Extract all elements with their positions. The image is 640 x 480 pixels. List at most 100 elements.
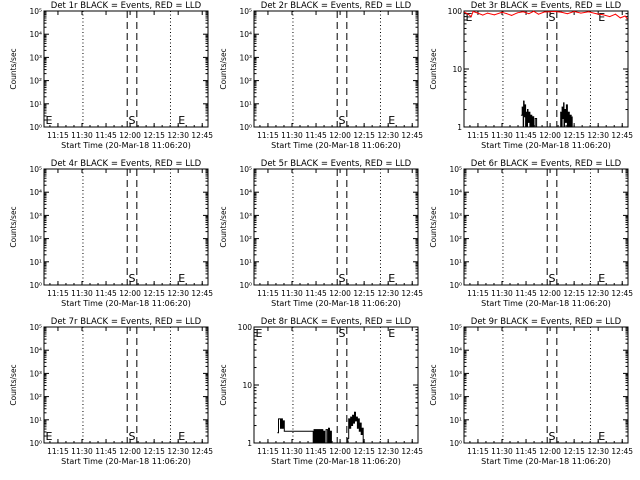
x-axis-title: Start Time (20-Mar-18 11:06:20) (271, 141, 401, 150)
x-axis-title: Start Time (20-Mar-18 11:06:20) (61, 299, 191, 308)
lld-point (619, 17, 621, 19)
events-point (362, 442, 364, 444)
x-tick-label: 12:15 (143, 447, 165, 456)
marker-start: S (549, 272, 556, 285)
events-point (281, 427, 283, 429)
x-tick-label: 11:45 (305, 131, 327, 140)
x-tick-label: 11:45 (305, 289, 327, 298)
y-tick-label: 10⁴ (29, 346, 42, 355)
events-point (525, 126, 526, 128)
events-point (562, 118, 563, 119)
y-tick-label: 10⁰ (239, 281, 252, 290)
lld-point (522, 11, 524, 13)
marker-end: E (178, 114, 185, 127)
y-tick-label: 10² (29, 77, 42, 86)
events-point (348, 418, 350, 420)
events-point (561, 106, 563, 108)
events-point (560, 111, 562, 113)
y-tick-label: 10⁰ (239, 123, 252, 132)
x-tick-label: 12:45 (611, 131, 633, 140)
x-tick-label: 11:30 (281, 447, 303, 456)
events-point (359, 422, 361, 424)
events-point (358, 430, 360, 432)
chart-panel: Det 4r BLACK = Events, RED = LLD 11:15 11:… (9, 159, 213, 308)
marker-end: E (388, 272, 395, 285)
y-tick-label: 10⁵ (239, 165, 252, 174)
events-point (322, 442, 324, 444)
x-tick-label: 11:45 (95, 447, 117, 456)
y-tick-label: 10⁰ (449, 439, 462, 448)
chart-title: Det 8r BLACK = Events, RED = LLD (261, 317, 412, 327)
x-tick-label: 11:15 (257, 447, 279, 456)
plot-frame (43, 326, 209, 444)
chart-title: Det 2r BLACK = Events, RED = LLD (261, 1, 412, 11)
y-axis-title: Counts/sec (219, 206, 228, 247)
marker-start: S (549, 11, 556, 24)
events-point (323, 430, 325, 432)
events-point (527, 109, 528, 110)
lld-point (554, 11, 556, 13)
y-tick-label: 10¹ (239, 258, 252, 267)
x-tick-label: 11:45 (95, 131, 117, 140)
events-point (561, 126, 563, 128)
marker-start: S (129, 430, 136, 443)
lld-point (477, 12, 479, 14)
x-tick-label: 11:45 (95, 289, 117, 298)
x-tick-label: 11:45 (515, 447, 537, 456)
y-tick-label: 10² (239, 77, 252, 86)
x-tick-label: 11:30 (281, 289, 303, 298)
events-point (312, 442, 314, 444)
marker-start: S (549, 430, 556, 443)
events-point (523, 100, 525, 102)
plot-frame (43, 168, 209, 286)
events-point (283, 430, 285, 432)
marker-start: S (129, 272, 136, 285)
marker-end: E (598, 430, 605, 443)
x-axis-title: Start Time (20-Mar-18 11:06:20) (61, 457, 191, 466)
events-point (565, 122, 566, 123)
lld-point (472, 11, 474, 13)
marker-end: E (598, 11, 605, 24)
y-tick-label: 10² (239, 235, 252, 244)
x-tick-label: 11:15 (467, 131, 489, 140)
x-tick-label: 12:15 (563, 131, 585, 140)
chart-title: Det 6r BLACK = Events, RED = LLD (471, 159, 622, 169)
events-point (355, 420, 356, 422)
lld-series-line (464, 10, 628, 19)
x-axis-title: Start Time (20-Mar-18 11:06:20) (271, 457, 401, 466)
events-point (319, 429, 321, 431)
y-axis-title: Counts/sec (219, 364, 228, 405)
events-point (280, 427, 281, 429)
y-tick-label: 10¹ (29, 100, 42, 109)
y-tick-label: 10² (449, 393, 462, 402)
marker-start: S (339, 272, 346, 285)
x-tick-label: 12:15 (143, 131, 165, 140)
x-tick-label: 11:15 (47, 289, 69, 298)
events-point (357, 418, 359, 420)
y-tick-label: 10⁴ (29, 188, 42, 197)
y-tick-label: 10⁵ (239, 7, 252, 16)
events-point (521, 106, 523, 108)
events-point (282, 420, 284, 422)
x-tick-label: 12:15 (563, 289, 585, 298)
chart-title: Det 4r BLACK = Events, RED = LLD (51, 159, 202, 169)
y-tick-label: 10⁵ (29, 323, 42, 332)
lld-point (573, 11, 575, 13)
x-tick-label: 12:00 (119, 289, 141, 298)
x-tick-label: 11:15 (47, 131, 69, 140)
lld-point (626, 18, 628, 20)
y-tick-label: 100 (238, 323, 253, 332)
chart-title: Det 5r BLACK = Events, RED = LLD (261, 159, 412, 169)
x-tick-label: 11:30 (71, 131, 93, 140)
marker-end: E (388, 327, 395, 340)
x-tick-label: 12:45 (611, 447, 633, 456)
events-point (527, 122, 529, 123)
lld-point (528, 13, 530, 15)
x-tick-label: 12:30 (377, 447, 399, 456)
x-tick-label: 12:30 (167, 447, 189, 456)
events-point (533, 126, 535, 128)
x-tick-label: 12:30 (587, 447, 609, 456)
marker-left: E (45, 114, 52, 127)
